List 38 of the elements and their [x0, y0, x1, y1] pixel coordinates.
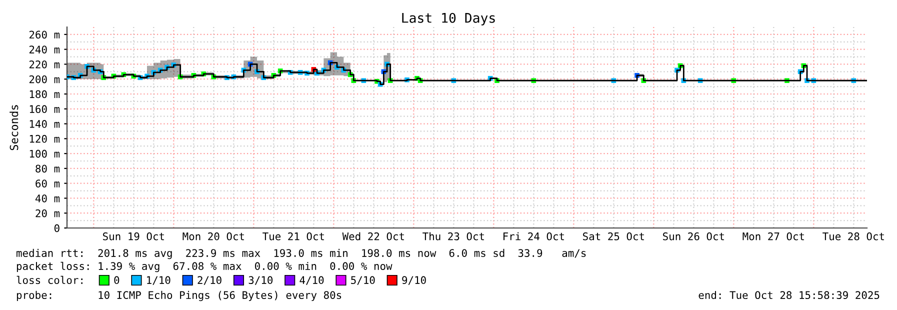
x-tick-label: Sun 19 Oct: [103, 232, 164, 240]
legend-label: 3/10: [248, 276, 273, 285]
x-tick-label: Tue 28 Oct: [822, 232, 884, 240]
x-tick-label: Mon 20 Oct: [182, 232, 244, 240]
y-tick-label: 260 m: [29, 30, 60, 39]
y-tick-label: 100 m: [30, 150, 60, 158]
chart-title: Last 10 Days: [402, 12, 495, 26]
text: packet loss: 1.39 % avg 67.08 % max 0.00 % min 0.00 % now: [16, 262, 392, 272]
x-tick-label: Fri 24 Oct: [503, 232, 564, 240]
x-tick-label: Mon 27 Oct: [742, 232, 804, 240]
legend-title: loss color:: [16, 276, 82, 284]
text: probe: 10 ICMP Echo Pings (56 Bytes) every 80s: [16, 290, 342, 302]
y-tick-label: 200 m: [29, 75, 60, 84]
text: end: Tue Oct 28 15:58:39 2025: [698, 290, 880, 300]
x-tick-label: Sun 26 Oct: [663, 232, 724, 240]
y-axis-title: Seconds: [10, 105, 18, 150]
y-tick-label: 180 m: [30, 90, 60, 98]
text: median rtt: 201.8 ms avg 223.9 ms max 193.0 ms min 198.0 ms now 6.0 ms sd 33.9 am/s: [16, 248, 586, 260]
legend-label: 5/10: [351, 276, 375, 285]
y-tick-label: 140 m: [30, 120, 60, 128]
legend-label: 9/10: [402, 276, 426, 285]
y-tick-label: 40 m: [35, 194, 60, 202]
legend-label: 1/10: [147, 276, 170, 285]
y-tick-label: 80 m: [36, 164, 60, 173]
y-tick-label: 60 m: [36, 180, 60, 188]
y-tick-label: 120 m: [30, 134, 60, 143]
legend-label: 2/10: [198, 276, 222, 285]
x-tick-label: Sat 25 Oct: [583, 232, 644, 240]
x-tick-label: Wed 22 Oct: [342, 232, 404, 240]
y-tick-label: 240 m: [29, 46, 60, 54]
y-tick-label: 160 m: [30, 105, 60, 114]
y-tick-label: 20 m: [36, 209, 60, 218]
x-tick-label: Tue 21 Oct: [262, 232, 324, 240]
legend-label: 0: [114, 276, 120, 284]
x-tick-label: Thu 23 Oct: [422, 232, 484, 240]
y-tick-label: 0: [54, 224, 60, 232]
legend-label: 4/10: [300, 276, 324, 285]
y-tick-label: 220 m: [29, 60, 60, 68]
